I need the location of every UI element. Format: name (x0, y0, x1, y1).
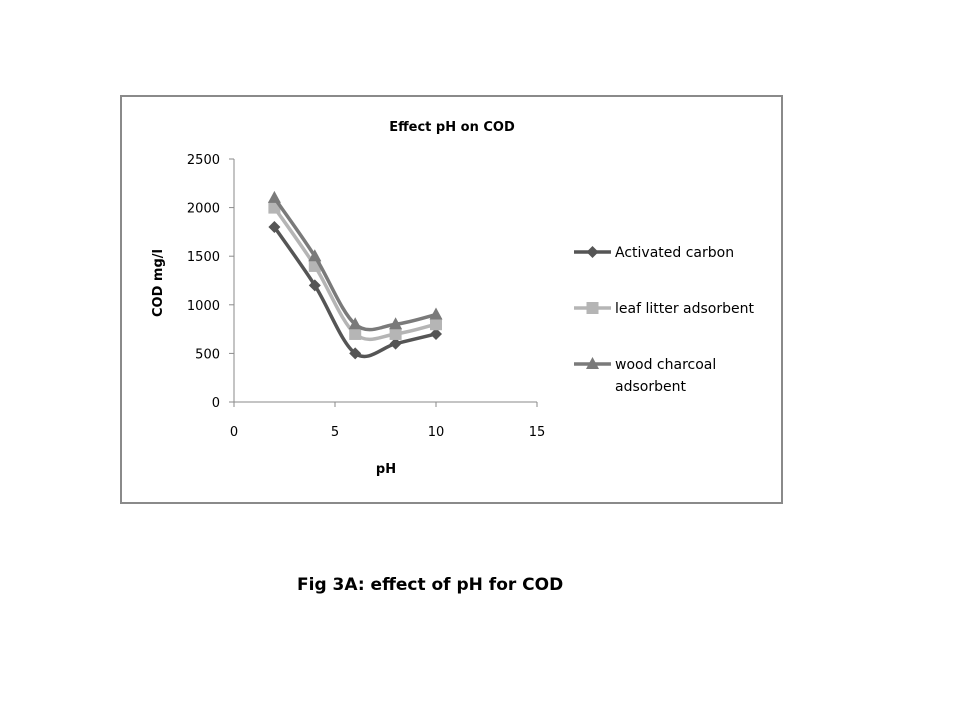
data-point-0 (349, 347, 362, 360)
data-point-2 (429, 307, 443, 320)
y-tick-label: 2000 (187, 202, 220, 217)
legend-marker (586, 357, 599, 369)
legend-label: wood charcoal adsorbent (615, 357, 716, 395)
y-tick-label: 1500 (187, 250, 220, 265)
x-axis-label: pH (376, 462, 396, 477)
legend-marker (586, 246, 599, 258)
legend-label: leaf litter adsorbent (615, 301, 754, 317)
chart-title: Effect pH on COD (389, 120, 515, 135)
y-axis-label: COD mg/l (151, 249, 166, 317)
data-point-1 (389, 327, 402, 340)
data-point-0 (389, 337, 402, 350)
legend-label: Activated carbon (615, 245, 734, 261)
data-point-2 (348, 317, 362, 330)
data-point-2 (267, 190, 281, 203)
data-point-2 (308, 249, 322, 262)
x-tick-label: 15 (529, 425, 546, 440)
data-point-0 (308, 279, 321, 292)
chart-frame (120, 95, 783, 504)
y-tick-label: 0 (212, 396, 220, 411)
data-point-2 (389, 317, 403, 330)
y-tick-label: 500 (195, 347, 220, 362)
data-point-0 (268, 221, 281, 234)
x-tick-label: 10 (428, 425, 445, 440)
legend-marker (586, 302, 599, 314)
data-point-1 (349, 327, 362, 340)
data-point-0 (430, 327, 442, 340)
data-point-1 (430, 318, 442, 331)
y-tick-label: 2500 (187, 153, 220, 168)
y-tick-label: 1000 (187, 299, 220, 314)
figure-caption: Fig 3A: effect of pH for COD (297, 575, 564, 595)
x-tick-label: 0 (230, 425, 238, 440)
x-tick-label: 5 (331, 425, 339, 440)
